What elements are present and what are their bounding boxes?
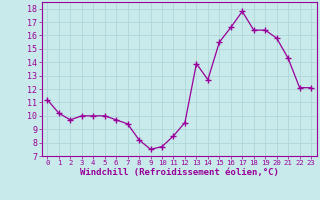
X-axis label: Windchill (Refroidissement éolien,°C): Windchill (Refroidissement éolien,°C)	[80, 168, 279, 177]
